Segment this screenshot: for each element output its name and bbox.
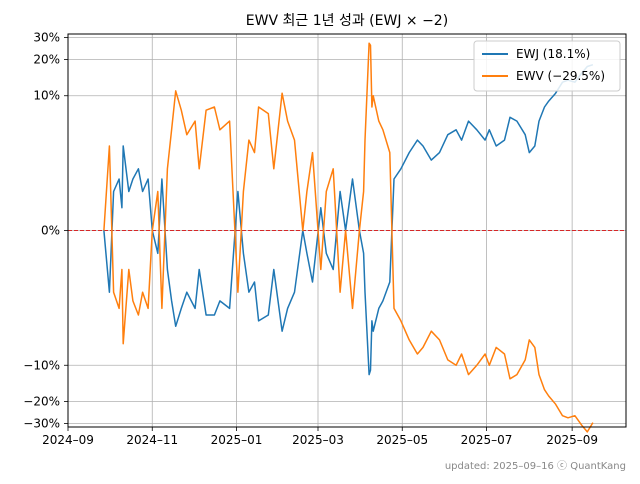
- y-tick-label: −30%: [23, 416, 60, 430]
- y-tick-label: −10%: [23, 358, 60, 372]
- x-tick-label: 2025–07: [461, 433, 513, 447]
- legend-label: EWJ (18.1%): [516, 47, 590, 61]
- x-tick-label: 2025–05: [376, 433, 428, 447]
- legend: EWJ (18.1%) EWV (−29.5%): [473, 40, 621, 92]
- series-line-ewv: [103, 42, 594, 433]
- x-tick-label: 2024–09: [42, 433, 94, 447]
- legend-label: EWV (−29.5%): [516, 69, 605, 83]
- y-tick-label: 0%: [41, 224, 60, 238]
- y-tick-label: 10%: [33, 89, 60, 103]
- legend-box: [473, 40, 621, 92]
- y-tick-label: −20%: [23, 395, 60, 409]
- x-tick-label: 2024–11: [126, 433, 178, 447]
- y-tick-label: 30%: [33, 31, 60, 45]
- series-layer: [103, 42, 594, 433]
- axes: 2024–09 2024–11 2025–01 2025–03 2025–05 2025–…: [23, 31, 598, 447]
- chart-title: EWV 최근 1년 성과 (EWJ × −2): [246, 13, 448, 29]
- x-tick-label: 2025–03: [292, 433, 344, 447]
- x-tick-label: 2025–09: [546, 433, 598, 447]
- y-tick-label: 20%: [33, 52, 60, 66]
- footer-credit: updated: 2025–09–16 ⓒ QuantKang: [445, 460, 626, 472]
- x-tick-label: 2025–01: [211, 433, 263, 447]
